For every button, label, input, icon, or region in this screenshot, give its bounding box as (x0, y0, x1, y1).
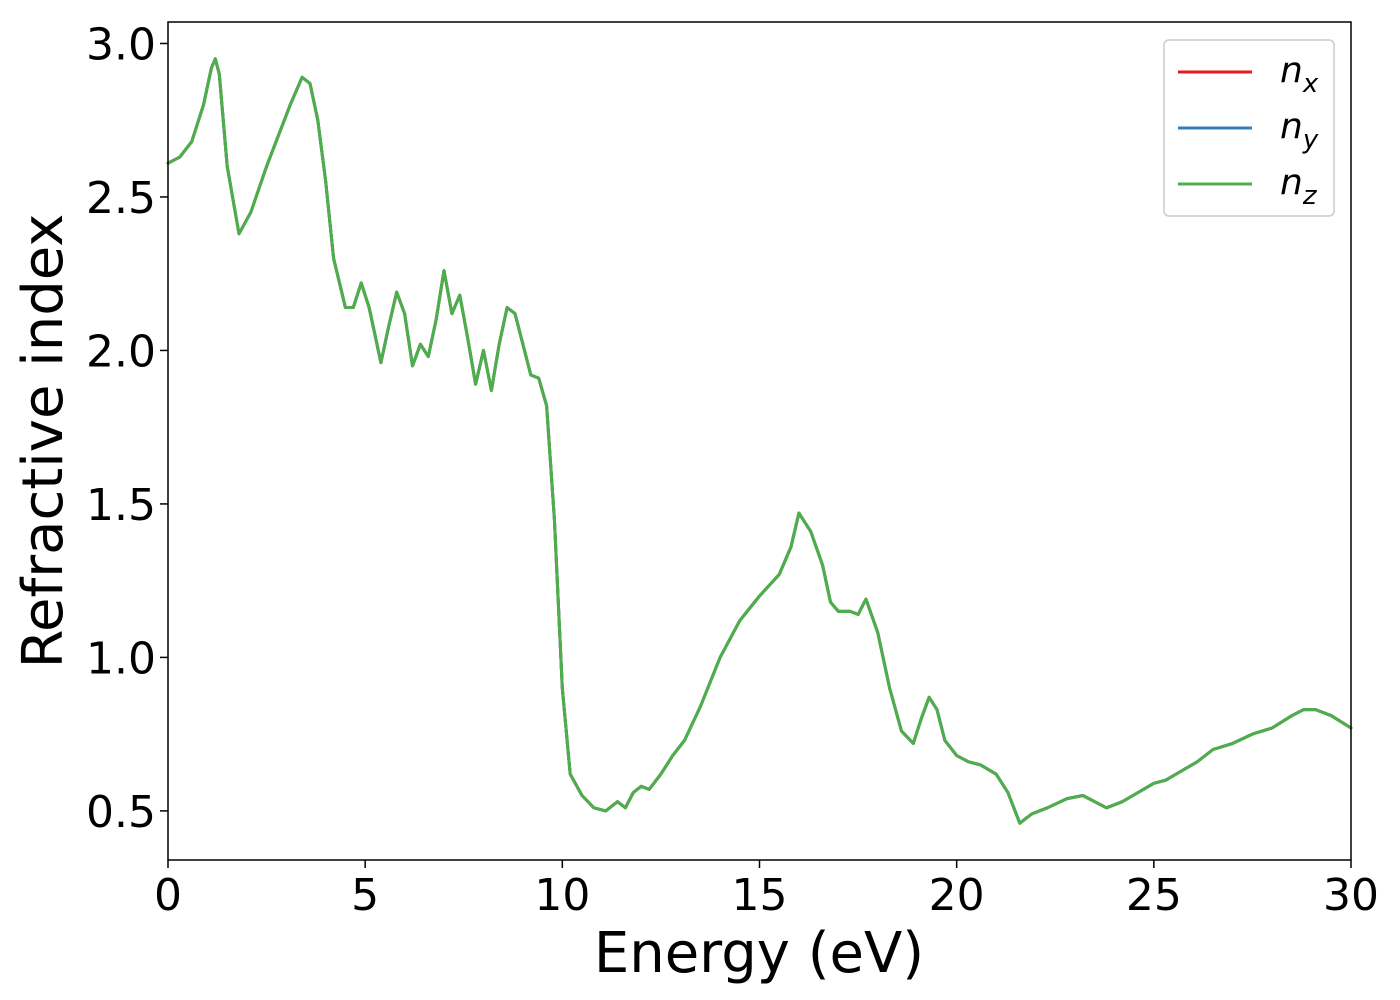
x-axis: 0 5 10 15 20 25 30 (154, 860, 1379, 921)
y-axis-title: Refractive index (11, 214, 76, 669)
series-line-z (166, 57, 1353, 825)
x-tick-label: 10 (534, 870, 590, 921)
x-tick-label: 25 (1126, 870, 1182, 921)
x-tick-label: 15 (732, 870, 788, 921)
series-layer (166, 57, 1353, 825)
legend-label-y: ny (1280, 106, 1319, 155)
y-tick-label: 1.0 (86, 633, 156, 684)
legend: nx ny nz (1163, 39, 1335, 217)
x-tick-label: 20 (929, 870, 985, 921)
y-tick-label: 3.0 (86, 19, 156, 70)
legend-label-x: nx (1280, 50, 1319, 99)
legend-label-z: nz (1280, 162, 1318, 211)
x-axis-title: Energy (eV) (594, 921, 924, 986)
y-axis: 0.5 1.0 1.5 2.0 2.5 3.0 (86, 19, 168, 838)
y-tick-label: 0.5 (86, 787, 156, 838)
x-tick-label: 5 (351, 870, 379, 921)
x-tick-label: 0 (154, 870, 182, 921)
y-tick-label: 1.5 (86, 480, 156, 531)
y-tick-label: 2.5 (86, 173, 156, 224)
x-tick-label: 30 (1323, 870, 1379, 921)
y-tick-label: 2.0 (86, 326, 156, 377)
